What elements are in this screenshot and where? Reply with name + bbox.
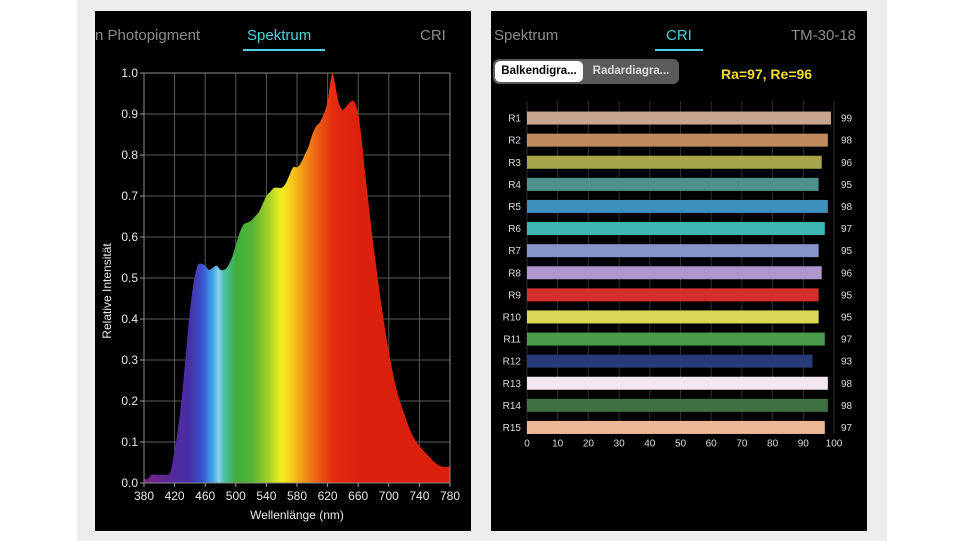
value-label: 96 [841, 268, 853, 279]
bar-r5 [527, 199, 828, 213]
x-tick-label: 30 [614, 438, 626, 449]
x-tick-label: 580 [287, 489, 307, 503]
x-tick-label: 460 [195, 489, 215, 503]
value-label: 95 [841, 312, 853, 323]
bar-r14 [527, 398, 828, 412]
bar-r6 [527, 222, 825, 236]
category-label: R9 [508, 290, 521, 301]
value-label: 99 [841, 114, 853, 125]
ra-re-value: Ra=97, Re=96 [721, 66, 813, 82]
tab-tm30[interactable]: TM-30-18 [791, 27, 857, 44]
x-tick-label: 20 [583, 438, 595, 449]
value-label: 97 [841, 423, 853, 434]
category-label: R2 [508, 136, 521, 147]
category-label: R15 [503, 423, 522, 434]
category-label: R13 [503, 379, 522, 390]
x-tick-label: 10 [552, 438, 564, 449]
bar-r13 [527, 376, 828, 390]
x-tick-label: 380 [134, 489, 154, 503]
y-tick-label: 0.2 [121, 394, 138, 408]
active-tab-indicator [243, 49, 325, 51]
y-tick-label: 0.1 [121, 435, 138, 449]
category-label: R12 [503, 357, 522, 368]
category-label: R3 [508, 158, 521, 169]
bar-r3 [527, 155, 822, 169]
bar-r1 [527, 111, 831, 125]
tab-cri[interactable]: CRI [666, 27, 692, 44]
right-tab-bar: Spektrum CRI TM-30-18 [491, 11, 867, 55]
bar-r12 [527, 354, 813, 368]
spectrum-area [144, 72, 450, 483]
value-label: 95 [841, 246, 853, 257]
category-label: R8 [508, 268, 521, 279]
category-label: R11 [503, 335, 521, 346]
x-tick-label: 100 [826, 438, 843, 449]
x-tick-label: 540 [256, 489, 276, 503]
bar-chart-segment[interactable]: Balkendigra... [495, 61, 583, 82]
category-label: R5 [508, 202, 521, 213]
x-tick-label: 740 [409, 489, 429, 503]
x-tick-label: 70 [736, 438, 748, 449]
x-tick-label: 700 [379, 489, 399, 503]
bar-r15 [527, 420, 825, 434]
y-tick-label: 0.0 [121, 476, 138, 490]
value-label: 98 [841, 136, 853, 147]
y-tick-label: 0.6 [121, 230, 138, 244]
x-tick-label: 80 [767, 438, 779, 449]
category-label: R14 [503, 401, 522, 412]
bar-r9 [527, 288, 819, 302]
x-tick-label: 420 [165, 489, 185, 503]
x-tick-label: 0 [524, 438, 530, 449]
y-tick-label: 0.3 [121, 353, 138, 367]
y-tick-label: 0.9 [121, 107, 138, 121]
chart-type-segmented-control: Balkendigra... Radardiagra... [493, 59, 679, 84]
y-tick-label: 0.7 [121, 189, 138, 203]
value-label: 96 [841, 158, 853, 169]
x-tick-label: 660 [348, 489, 368, 503]
tab-spektrum[interactable]: Spektrum [247, 27, 312, 44]
x-axis-label: Wellenlänge (nm) [250, 508, 344, 522]
y-tick-label: 1.0 [121, 66, 138, 80]
y-tick-label: 0.8 [121, 148, 138, 162]
category-label: R6 [508, 224, 521, 235]
category-label: R10 [503, 312, 522, 323]
value-label: 95 [841, 180, 853, 191]
x-tick-label: 60 [706, 438, 718, 449]
value-label: 95 [841, 290, 853, 301]
x-tick-label: 40 [644, 438, 656, 449]
radar-chart-segment[interactable]: Radardiagra... [592, 65, 670, 77]
category-label: R1 [508, 114, 521, 125]
value-label: 97 [841, 335, 853, 346]
tab-photopigment[interactable]: n Photopigment [95, 27, 201, 44]
cri-bar-chart: R1 99 R2 98 R3 96 R4 95 R5 98 R6 97 R7 95 R8 96 R9 95 R10 9… [503, 101, 853, 449]
x-tick-label: 500 [226, 489, 246, 503]
spectrum-screen: n Photopigment Spektrum CRI [95, 11, 471, 531]
spectrum-chart: 380 420 460 500 540 580 620 660 700 740 780 0.0 0.1… [100, 66, 460, 522]
value-label: 98 [841, 379, 853, 390]
y-axis-label: Relative Intensität [100, 243, 114, 339]
y-tick-label: 0.4 [121, 312, 138, 326]
cri-screen: Spektrum CRI TM-30-18 Balkendigra... Rad… [491, 11, 867, 531]
value-label: 98 [841, 401, 853, 412]
left-tab-bar: n Photopigment Spektrum CRI [95, 11, 471, 55]
value-label: 97 [841, 224, 853, 235]
x-tick-label: 90 [798, 438, 810, 449]
bar-r4 [527, 177, 819, 191]
x-tick-label: 50 [675, 438, 687, 449]
value-label: 93 [841, 357, 853, 368]
category-label: R4 [508, 180, 521, 191]
bar-r10 [527, 310, 819, 324]
bar-r7 [527, 244, 819, 258]
x-tick-label: 780 [440, 489, 460, 503]
bar-r11 [527, 332, 825, 346]
x-tick-label: 620 [318, 489, 338, 503]
bar-r8 [527, 266, 822, 280]
active-tab-indicator [655, 49, 703, 51]
category-label: R7 [508, 246, 521, 257]
tab-cri[interactable]: CRI [420, 27, 446, 44]
y-tick-label: 0.5 [121, 271, 138, 285]
tab-spektrum[interactable]: Spektrum [494, 27, 559, 44]
bar-r2 [527, 133, 828, 147]
value-label: 98 [841, 202, 853, 213]
